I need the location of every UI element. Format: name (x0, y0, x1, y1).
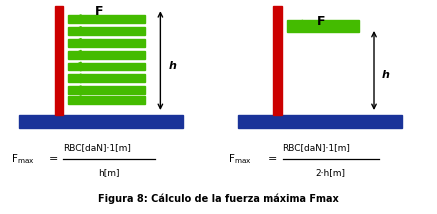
Text: $\rm F_{max}$: $\rm F_{max}$ (228, 152, 252, 166)
Bar (68, 15, 146, 23)
Text: F: F (94, 5, 103, 18)
Text: h: h (168, 61, 176, 71)
Text: RBC[daN]⋅1[m]: RBC[daN]⋅1[m] (283, 143, 350, 152)
Bar (19, 115, 183, 128)
Text: h[m]: h[m] (98, 168, 120, 177)
Text: 2⋅h[m]: 2⋅h[m] (316, 168, 346, 177)
Text: h: h (382, 70, 390, 80)
Bar (238, 115, 402, 128)
Text: Figura 8: Cálculo de la fuerza máxima Fmax: Figura 8: Cálculo de la fuerza máxima Fm… (97, 193, 338, 204)
Bar (68, 27, 146, 35)
Bar (68, 86, 146, 94)
Bar (287, 20, 359, 32)
Bar (273, 6, 282, 115)
Text: =: = (268, 154, 277, 164)
Bar (68, 62, 146, 70)
Bar (55, 6, 63, 115)
Bar (68, 51, 146, 59)
Text: F: F (317, 15, 326, 28)
Bar (68, 74, 146, 82)
Bar (68, 39, 146, 47)
Text: =: = (49, 154, 59, 164)
Text: $\rm F_{max}$: $\rm F_{max}$ (11, 152, 35, 166)
Text: RBC[daN]⋅1[m]: RBC[daN]⋅1[m] (63, 143, 131, 152)
Bar (68, 96, 146, 104)
